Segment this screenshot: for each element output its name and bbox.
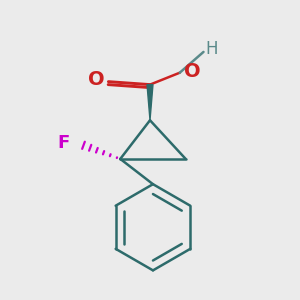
Text: H: H	[206, 40, 218, 58]
Polygon shape	[147, 85, 153, 120]
Text: O: O	[184, 62, 200, 81]
Text: O: O	[88, 70, 104, 89]
Text: F: F	[58, 134, 70, 152]
